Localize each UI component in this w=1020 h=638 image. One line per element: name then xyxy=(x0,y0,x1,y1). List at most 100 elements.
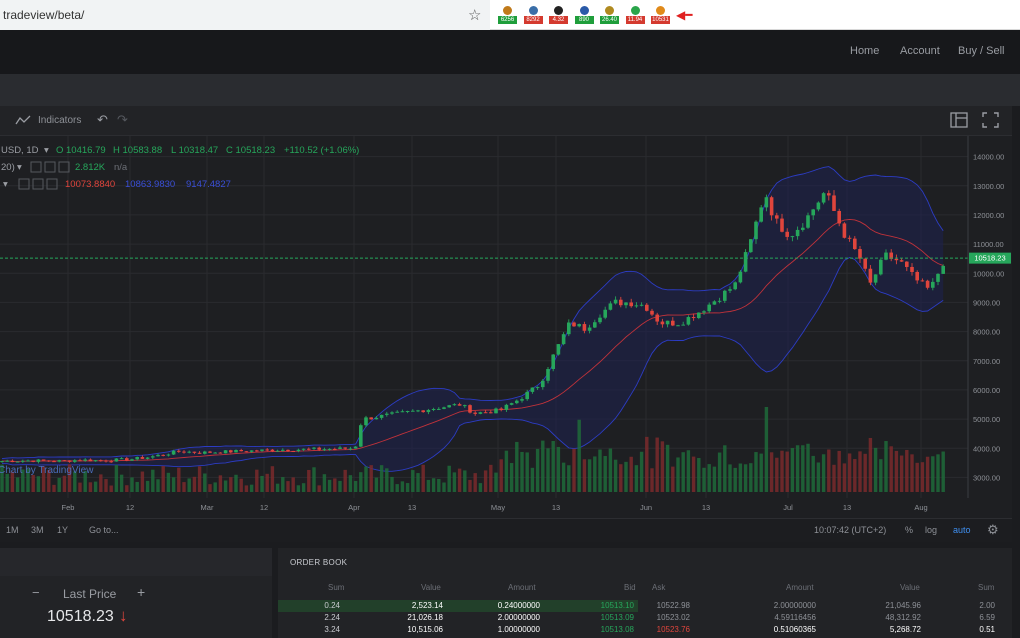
volume-bar xyxy=(806,443,810,492)
redo-icon[interactable]: ↷ xyxy=(117,112,128,127)
volume-bar xyxy=(608,448,613,492)
legend-volume-dropdown-icon: ▾ xyxy=(17,162,22,173)
goto-date[interactable]: Go to... xyxy=(89,525,119,535)
nav-home[interactable]: Home xyxy=(850,45,880,57)
volume-bar xyxy=(385,468,389,492)
legend-symbol[interactable]: USD, 1D xyxy=(1,145,39,156)
volume-bar xyxy=(364,466,368,492)
bb-visibility-icon[interactable] xyxy=(18,178,30,190)
volume-bar xyxy=(114,464,119,492)
price-axis-label: 13000.00 xyxy=(973,182,1004,191)
candle-body xyxy=(910,266,914,272)
candle-body xyxy=(691,317,696,319)
indicators-button[interactable]: Indicators xyxy=(38,115,82,126)
period-1y[interactable]: 1Y xyxy=(57,525,69,535)
col-amount-bid[interactable]: Amount xyxy=(508,583,536,592)
address-bar[interactable]: tradeview/beta/ xyxy=(0,0,490,30)
price-axis-label: 3000.00 xyxy=(973,473,1000,482)
auto-toggle[interactable]: auto xyxy=(953,525,971,535)
candle-body xyxy=(613,299,618,304)
price-increase-button[interactable]: + xyxy=(137,584,146,600)
volume-bar xyxy=(353,480,358,492)
order-book-row[interactable]: 3.24 10,515.06 1.00000000 10513.08 10523.76 0… xyxy=(278,624,1012,636)
candle-body xyxy=(452,404,457,406)
gear-icon[interactable]: ⚙ xyxy=(987,522,999,537)
volume-close-icon[interactable] xyxy=(58,161,70,173)
candlesticks xyxy=(0,190,945,464)
candle-body xyxy=(359,425,363,447)
layout-icon[interactable] xyxy=(950,112,968,131)
volume-bar xyxy=(47,470,51,492)
candle-body xyxy=(743,252,748,272)
volume-bar xyxy=(764,407,769,492)
fullscreen-icon[interactable] xyxy=(982,112,999,131)
nav-buy-sell[interactable]: Buy / Sell xyxy=(958,45,1005,57)
ext-badge-5-icon[interactable]: 26.40 xyxy=(600,6,619,24)
bb-settings-icon[interactable] xyxy=(32,178,44,190)
candle-body xyxy=(889,252,893,259)
legend-bb-lower: 9147.4827 xyxy=(186,179,231,190)
volume-bar xyxy=(754,452,758,492)
period-3m[interactable]: 3M xyxy=(31,525,44,535)
volume-bar xyxy=(166,472,171,492)
candle-body xyxy=(145,457,150,459)
volume-bar xyxy=(650,468,654,492)
chart-bottom-toolbar: 1M 3M 1Y Go to... 10:07:42 (UTC+2) % log… xyxy=(0,518,1012,542)
undo-icon[interactable]: ↶ xyxy=(97,112,108,127)
col-bid[interactable]: Bid xyxy=(624,583,636,592)
price-axis-label: 7000.00 xyxy=(973,357,1000,366)
candle-body xyxy=(847,237,852,239)
volume-bar xyxy=(395,484,399,492)
cell-amount-r: 0.51060365 xyxy=(773,625,816,634)
ext-badge-3-icon[interactable]: 4.32 xyxy=(549,6,568,24)
volume-bar xyxy=(322,474,327,492)
indicators-icon[interactable] xyxy=(15,113,31,129)
volume-bar xyxy=(515,441,519,492)
volume-bar xyxy=(665,444,670,492)
log-toggle[interactable]: log xyxy=(925,525,938,535)
volume-bar xyxy=(249,484,254,492)
candle-body xyxy=(62,460,67,462)
volume-bar xyxy=(151,469,155,492)
ext-badge-4-icon[interactable]: 890 xyxy=(574,6,594,24)
candle-body xyxy=(535,387,540,389)
volume-bar xyxy=(624,461,628,492)
bookmark-star-icon[interactable]: ☆ xyxy=(468,7,482,24)
volume-bar xyxy=(234,474,238,492)
price-axis-label: 5000.00 xyxy=(973,415,1000,424)
volume-bar xyxy=(535,448,540,492)
order-book-row[interactable]: 2.24 21,026.18 2.00000000 10513.09 10523.02 4… xyxy=(278,612,1012,624)
price-chart[interactable]: 3000.00 4000.00 5000.00 6000.00 7000.00 8000.… xyxy=(0,136,1012,518)
col-sum-bid[interactable]: Sum xyxy=(328,583,345,592)
candle-body xyxy=(156,454,160,457)
price-decrease-button[interactable]: − xyxy=(32,585,40,600)
col-amount-ask[interactable]: Amount xyxy=(786,583,814,592)
bb-close-icon[interactable] xyxy=(46,178,58,190)
ext-badge-2-icon[interactable]: 8292 xyxy=(523,6,543,24)
nav-account[interactable]: Account xyxy=(900,45,940,57)
col-sum-ask[interactable]: Sum xyxy=(978,583,995,592)
volume-bar xyxy=(473,473,477,492)
col-value-bid[interactable]: Value xyxy=(421,583,441,592)
volume-bar xyxy=(858,451,862,492)
col-value-ask[interactable]: Value xyxy=(900,583,920,592)
candle-body xyxy=(660,321,665,325)
col-ask[interactable]: Ask xyxy=(652,583,666,592)
ext-badge-7-icon[interactable]: 10531 xyxy=(651,6,670,24)
candle-body xyxy=(405,411,410,413)
volume-bar xyxy=(437,478,441,492)
volume-bar xyxy=(707,464,711,492)
candle-body xyxy=(338,447,342,449)
candle-body xyxy=(416,410,420,412)
volume-settings-icon[interactable] xyxy=(44,161,56,173)
candle-body xyxy=(327,448,332,450)
volume-visibility-icon[interactable] xyxy=(30,161,42,173)
address-url[interactable]: tradeview/beta/ xyxy=(3,8,85,22)
ext-badge-6-icon[interactable]: 11.94 xyxy=(625,6,645,24)
ext-badge-1-icon[interactable]: 6256 xyxy=(498,6,517,24)
period-1m[interactable]: 1M xyxy=(6,525,19,535)
percent-toggle[interactable]: % xyxy=(905,525,914,535)
order-book-row[interactable]: 0.24 2,523.14 0.24000000 10513.10 10522.98 2.… xyxy=(278,600,1012,612)
cell-sum: 2.24 xyxy=(324,613,340,622)
candle-body xyxy=(369,417,373,420)
